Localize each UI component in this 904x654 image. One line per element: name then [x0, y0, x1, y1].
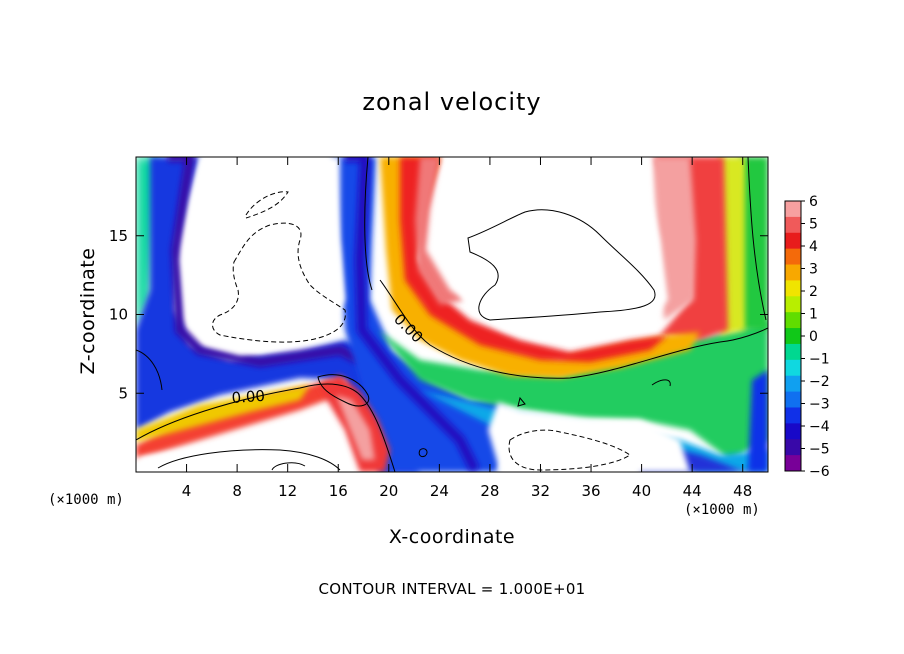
colorbar-swatch — [785, 423, 801, 440]
x-tick-label: 20 — [379, 482, 398, 500]
x-tick-label: 32 — [531, 482, 550, 500]
x-tick-label: 4 — [182, 482, 192, 500]
colorbar-tick-label: −2 — [809, 374, 830, 390]
colorbar-tick-label: −3 — [809, 397, 830, 413]
colorbar-swatch — [785, 201, 801, 218]
x-tick-label: 40 — [632, 482, 651, 500]
x-axis: 4 8 12 16 20 24 28 32 36 40 44 48 — [182, 157, 752, 500]
colorbar: 6 5 4 3 2 1 0 −1 −2 −3 −4 −5 −6 — [784, 194, 830, 480]
colorbar-swatch — [785, 455, 801, 472]
y-tick-label: 10 — [109, 306, 128, 324]
contour-label-left: 0.00 — [231, 387, 266, 407]
y-tick-label: 15 — [109, 227, 128, 245]
colorbar-swatch — [785, 296, 801, 313]
colorbar-tick-label: −1 — [809, 352, 830, 368]
y-axis: 5 10 15 — [109, 227, 768, 402]
chart-title: zonal velocity — [362, 88, 542, 116]
x-unit-label: (×1000 m) — [684, 502, 760, 518]
colorbar-tick-label: 4 — [809, 239, 818, 255]
colorbar-swatch — [785, 407, 801, 424]
x-tick-label: 8 — [232, 482, 242, 500]
x-tick-label: 36 — [581, 482, 600, 500]
colorbar-swatch — [785, 375, 801, 393]
y-tick-label: 5 — [118, 384, 128, 402]
contour-interval-note: CONTOUR INTERVAL = 1.000E+01 — [318, 580, 586, 598]
colorbar-swatch — [785, 343, 801, 361]
colorbar-swatch — [785, 280, 801, 297]
colorbar-swatch — [785, 216, 801, 234]
x-axis-label: X-coordinate — [388, 526, 516, 548]
x-tick-label: 12 — [278, 482, 297, 500]
z-unit-label: (×1000 m) — [48, 492, 124, 508]
colorbar-swatch — [785, 328, 801, 345]
colorbar-tick-label: 5 — [809, 217, 818, 233]
colorbar-swatch — [785, 312, 801, 329]
x-tick-label: 48 — [733, 482, 752, 500]
x-tick-label: 16 — [329, 482, 348, 500]
colorbar-tick-label: 6 — [809, 194, 818, 210]
colorbar-tick-label: 2 — [809, 284, 818, 300]
colorbar-swatch — [785, 391, 801, 408]
colorbar-tick-label: 3 — [809, 262, 818, 278]
colorbar-tick-label: −6 — [809, 464, 830, 480]
colorbar-swatch — [785, 439, 801, 456]
colorbar-swatch — [785, 359, 801, 377]
x-tick-label: 28 — [480, 482, 499, 500]
colorbar-swatch — [785, 264, 801, 281]
colorbar-tick-label: −5 — [809, 442, 830, 458]
velocity-field: 0.00 0.00 — [136, 157, 768, 472]
colorbar-tick-label: 0 — [809, 329, 818, 345]
y-axis-label: Z-coordinate — [77, 247, 99, 375]
x-tick-label: 44 — [683, 482, 702, 500]
colorbar-tick-label: 1 — [809, 307, 818, 323]
colorbar-swatch — [785, 232, 801, 250]
colorbar-tick-label: −4 — [809, 419, 830, 435]
x-tick-label: 24 — [430, 482, 449, 500]
colorbar-swatch — [785, 248, 801, 266]
